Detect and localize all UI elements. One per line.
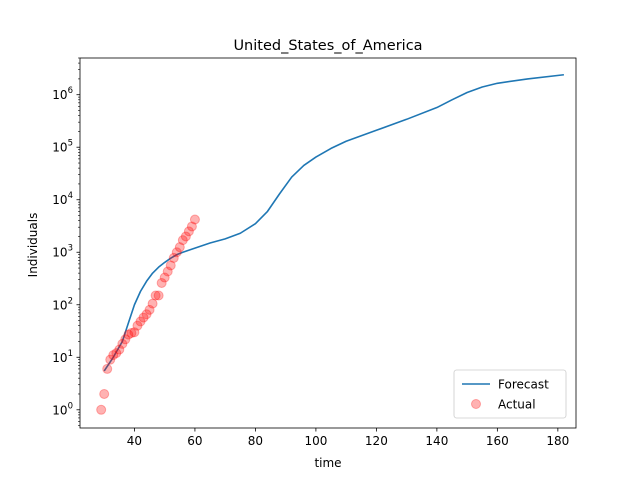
- y-tick-label: 103: [52, 244, 73, 260]
- y-tick-label: 102: [52, 296, 73, 312]
- actual-point: [171, 247, 182, 258]
- actual-point: [96, 404, 107, 415]
- actual-point: [183, 226, 194, 237]
- y-tick-label: 101: [52, 349, 73, 365]
- x-tick-label: 40: [127, 434, 142, 448]
- plot-area: 40 60 80 100 120 140 160 180 100 101 102 103 104 105 1…: [52, 57, 577, 448]
- actual-point: [150, 290, 161, 301]
- actual-point: [135, 316, 146, 327]
- actual-point: [168, 252, 179, 263]
- actual-point: [141, 309, 152, 320]
- x-tick-label: 80: [248, 434, 263, 448]
- actual-point: [102, 363, 113, 374]
- actual-point: [111, 348, 122, 359]
- y-tick-label: 106: [52, 86, 73, 102]
- x-tick-label: 160: [486, 434, 509, 448]
- chart-title: United_States_of_America: [233, 38, 422, 54]
- actual-point: [123, 329, 134, 340]
- legend: Forecast Actual: [453, 369, 567, 419]
- x-tick-label: 120: [365, 434, 388, 448]
- x-tick-label: 140: [425, 434, 448, 448]
- actual-point: [147, 298, 158, 309]
- actual-point: [144, 304, 155, 315]
- actual-point: [186, 221, 197, 232]
- actual-point: [189, 214, 200, 225]
- forecast-line: [103, 73, 564, 372]
- actual-point: [177, 235, 188, 246]
- legend-swatch-actual: [471, 399, 481, 409]
- actual-point: [114, 344, 125, 355]
- y-axis-label: Individuals: [26, 213, 40, 278]
- actual-point: [117, 338, 128, 349]
- y-tick-label: 105: [52, 139, 73, 155]
- actual-point: [105, 354, 116, 365]
- actual-point: [153, 290, 164, 301]
- actual-point: [156, 277, 167, 288]
- y-tick-label: 104: [52, 191, 73, 207]
- actual-point: [120, 334, 131, 345]
- actual-point: [129, 327, 140, 338]
- x-tick-label: 100: [304, 434, 327, 448]
- actual-point: [138, 312, 149, 323]
- axes-frame: [79, 57, 577, 429]
- actual-point: [165, 260, 176, 271]
- actual-point: [180, 231, 191, 242]
- y-tick-label: 100: [52, 401, 73, 417]
- actual-point: [126, 327, 137, 338]
- legend-box: [453, 369, 567, 419]
- x-tick-label: 180: [546, 434, 569, 448]
- series-group: [96, 73, 564, 415]
- actual-point: [159, 272, 170, 283]
- actual-point: [174, 242, 185, 253]
- actual-point: [162, 266, 173, 277]
- legend-label-actual: Actual: [498, 398, 536, 412]
- actual-point: [132, 320, 143, 331]
- legend-label-forecast: Forecast: [498, 378, 549, 392]
- x-axis-label: time: [314, 456, 341, 470]
- actual-point: [108, 350, 119, 361]
- x-tick-label: 60: [187, 434, 202, 448]
- actual-point: [99, 388, 110, 399]
